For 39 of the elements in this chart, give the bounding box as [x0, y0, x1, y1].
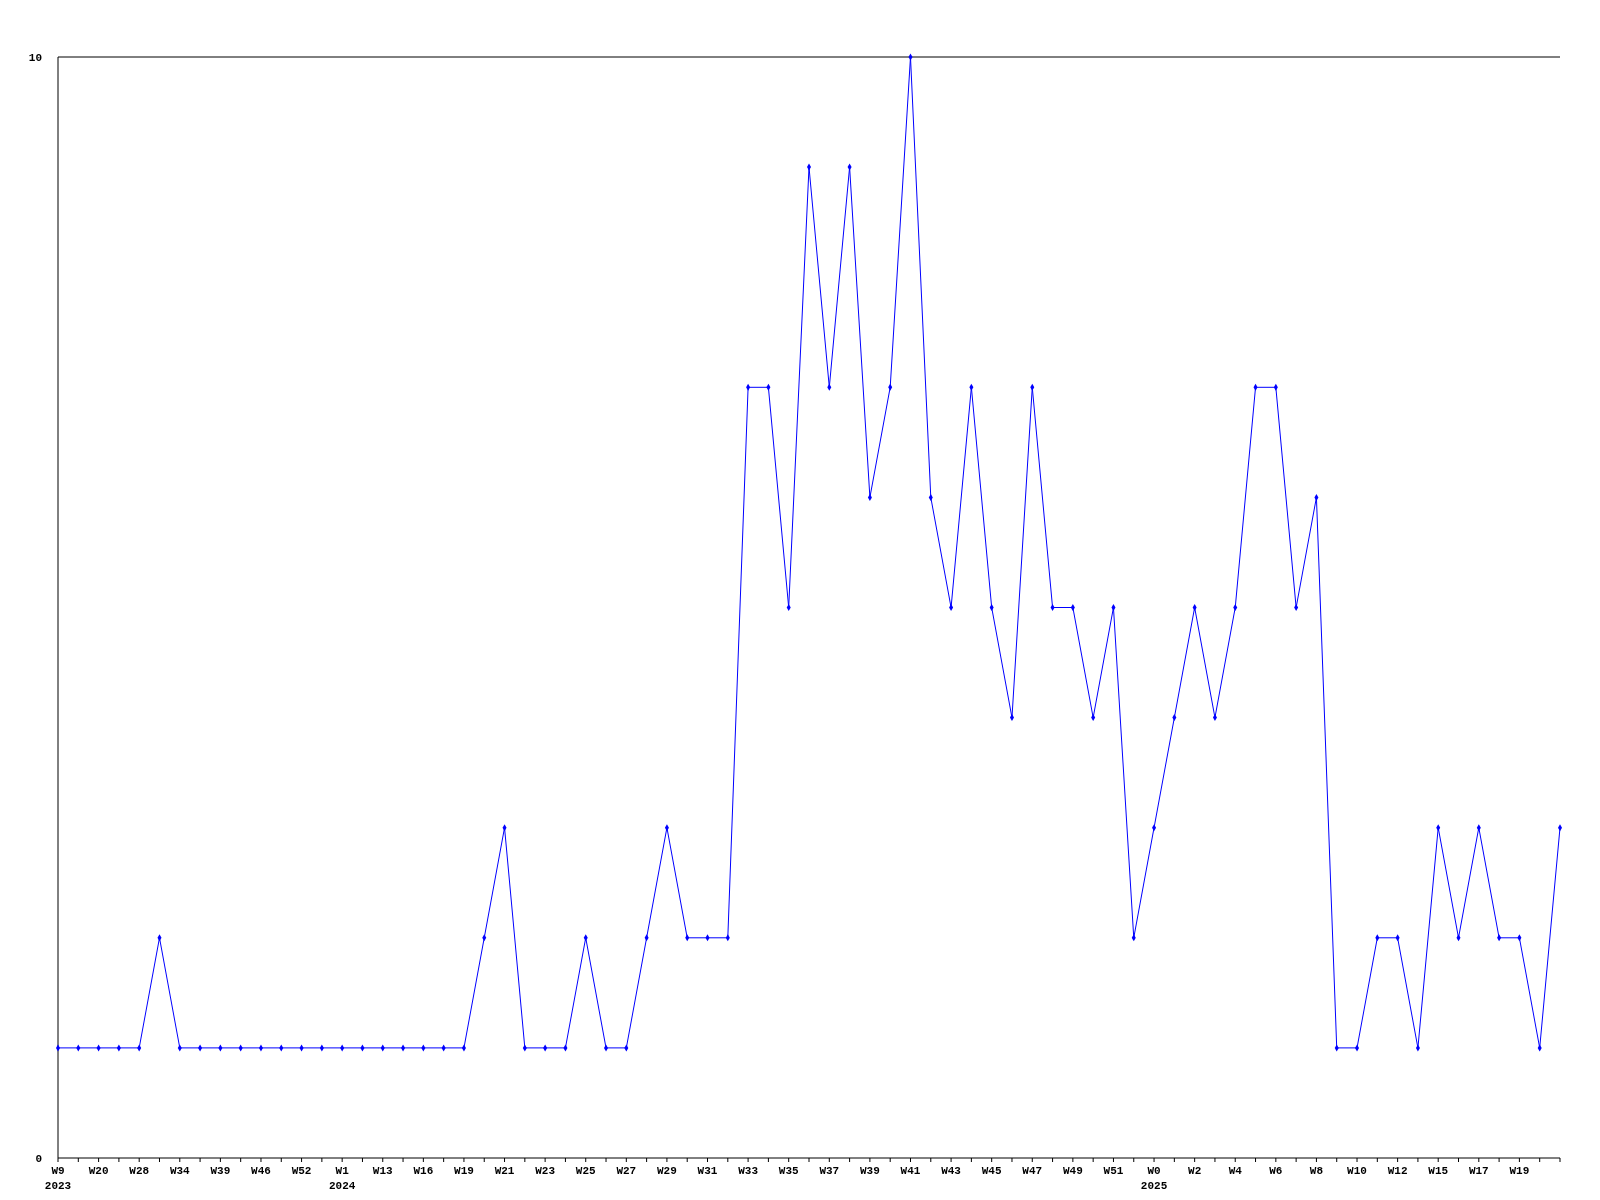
x-tick-label: W10	[1347, 1165, 1367, 1177]
x-tick-label: W39	[210, 1165, 231, 1177]
x-tick-label: W31	[697, 1165, 718, 1177]
x-tick-label: W12	[1387, 1165, 1408, 1177]
x-tick-label: W19	[454, 1165, 474, 1177]
x-tick-label: W28	[129, 1165, 150, 1177]
x-tick-label: W43	[941, 1165, 962, 1177]
x-tick-label: W8	[1309, 1165, 1324, 1177]
x-tick-label: W2	[1188, 1165, 1202, 1177]
x-tick-label: W37	[819, 1165, 840, 1177]
x-tick-label: W45	[981, 1165, 1002, 1177]
x-tick-label: W19	[1509, 1165, 1530, 1177]
x-tick-label: W49	[1062, 1165, 1083, 1177]
x-tick-label: W20	[88, 1165, 109, 1177]
y-tick-label: 0	[35, 1153, 42, 1165]
x-tick-label: W0 2025	[1140, 1165, 1168, 1192]
x-tick-label: W34	[169, 1165, 191, 1177]
x-tick-label: W6	[1269, 1165, 1283, 1177]
x-tick-label: W35	[778, 1165, 799, 1177]
x-tick-label: W23	[535, 1165, 556, 1177]
x-tick-label: W17	[1468, 1165, 1489, 1177]
x-tick-label: W27	[616, 1165, 637, 1177]
x-tick-label: W25	[575, 1165, 597, 1177]
x-tick-label: W41	[900, 1165, 921, 1177]
x-tick-label: W1 2024	[328, 1165, 356, 1192]
x-tick-label: W4	[1228, 1165, 1243, 1177]
x-tick-label: W13	[372, 1165, 394, 1177]
y-tick-label: 10	[28, 52, 42, 64]
x-tick-label: W21	[494, 1165, 515, 1177]
x-tick-label: W29	[657, 1165, 677, 1177]
x-tick-label: W39	[859, 1165, 880, 1177]
x-tick-label: W46	[251, 1165, 271, 1177]
x-tick-label: W15	[1428, 1165, 1449, 1177]
x-tick-label: W52	[291, 1165, 312, 1177]
x-tick-label: W47	[1022, 1165, 1043, 1177]
x-tick-label: W9 2023	[44, 1165, 72, 1192]
x-tick-label: W16	[413, 1165, 434, 1177]
x-tick-label: W51	[1103, 1165, 1124, 1177]
x-tick-label: W33	[738, 1165, 759, 1177]
